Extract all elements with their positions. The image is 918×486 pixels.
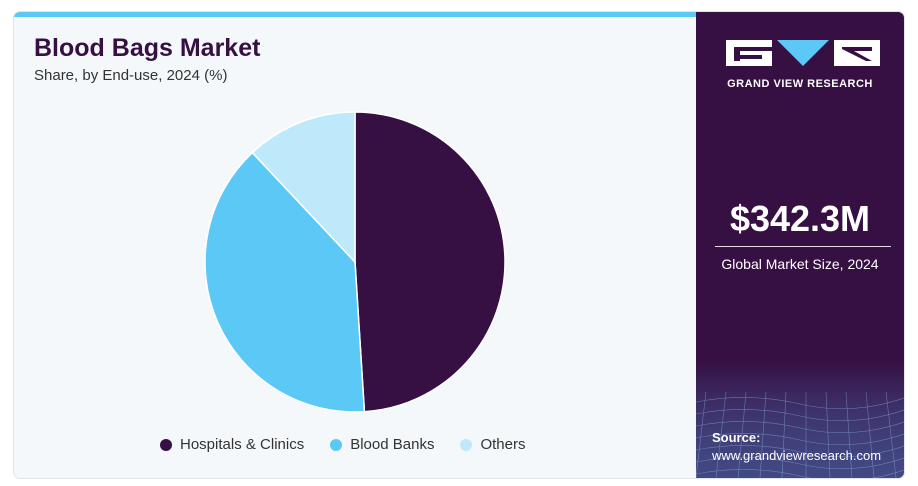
market-size-label: Global Market Size, 2024 <box>721 256 879 272</box>
legend-swatch-blood-banks <box>330 438 343 451</box>
legend-label-others: Others <box>480 436 526 453</box>
source-label: Source: <box>712 430 761 445</box>
pie-chart <box>204 111 506 413</box>
gvr-logo-icon <box>726 40 880 66</box>
legend-label-hospitals: Hospitals & Clinics <box>180 436 305 453</box>
legend-item-hospitals: Hospitals & Clinics <box>160 436 304 453</box>
legend-label-blood-banks: Blood Banks <box>350 436 435 453</box>
chart-legend: Hospitals & Clinics Blood Banks Others <box>160 436 551 453</box>
chart-title: Blood Bags Market <box>34 34 261 62</box>
market-size-value: $342.3M <box>729 198 871 239</box>
brand-name: GRAND VIEW RESEARCH <box>727 78 873 90</box>
legend-item-others: Others <box>460 436 525 453</box>
info-panel: GRAND VIEW RESEARCH $342.3M Global Marke… <box>696 12 904 478</box>
source-url: www.grandviewresearch.com <box>712 448 882 463</box>
accent-bar <box>14 12 696 17</box>
legend-swatch-hospitals <box>160 438 172 451</box>
chart-subtitle: Share, by End-use, 2024 (%) <box>34 67 228 84</box>
legend-item-blood-banks: Blood Banks <box>330 436 434 453</box>
slice-blood-banks <box>204 151 366 413</box>
slice-others <box>251 111 356 264</box>
slice-hospitals-clinics <box>354 111 506 413</box>
report-card: Blood Bags Market Share, by End-use, 202… <box>14 12 904 478</box>
legend-swatch-others <box>460 438 473 451</box>
wave-grid-decoration <box>696 362 904 478</box>
divider <box>715 246 891 247</box>
